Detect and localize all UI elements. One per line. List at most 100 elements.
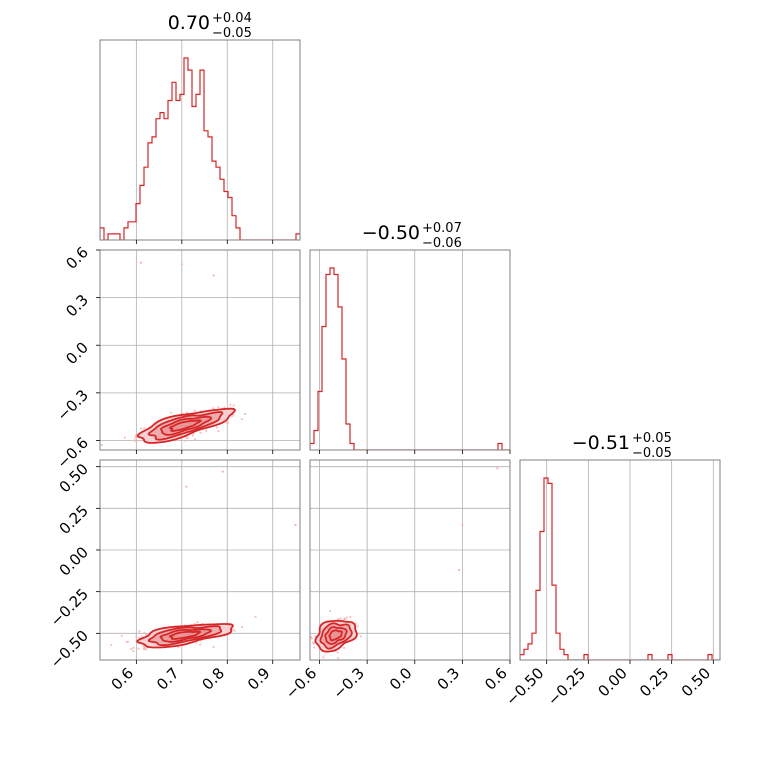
- sample-point: [143, 647, 146, 650]
- sample-point: [240, 625, 244, 629]
- x-tick-label: −0.25: [544, 664, 589, 709]
- sample-point: [205, 429, 208, 432]
- sample-point: [184, 439, 187, 442]
- axis-frame: [99, 459, 301, 661]
- sample-point: [198, 643, 202, 646]
- outlier-point: [185, 485, 188, 488]
- sample-point: [355, 622, 358, 625]
- histogram-title: −0.50 +0.07−0.06: [362, 221, 462, 251]
- sample-point: [345, 616, 348, 619]
- y-tick-label: −0.3: [54, 386, 92, 424]
- sample-point: [254, 615, 257, 618]
- y-tick-label: −0.25: [47, 585, 92, 630]
- sample-point: [145, 633, 148, 637]
- histogram-series-1: [310, 267, 510, 450]
- sample-point: [322, 656, 325, 659]
- y-tick-label: 0.3: [62, 291, 92, 321]
- sample-point: [123, 436, 127, 439]
- outlier-point: [180, 263, 183, 266]
- sample-point: [359, 635, 362, 638]
- sample-point: [134, 434, 137, 437]
- sample-point: [328, 609, 332, 613]
- sample-point: [138, 630, 141, 633]
- sample-point: [170, 411, 173, 414]
- x-tick-label: −0.50: [502, 664, 547, 709]
- histogram-panel-1: −0.50 +0.07−0.06: [309, 221, 511, 454]
- x-tick-label: 0.8: [199, 664, 229, 694]
- title-lower-error: −0.05: [632, 446, 672, 461]
- sample-point: [310, 635, 313, 638]
- x-tick-label: 0.9: [244, 664, 274, 694]
- y-tick-label: −0.50: [47, 627, 92, 672]
- histogram-title: −0.51 +0.05−0.05: [572, 431, 672, 461]
- confidence-contour: [168, 419, 202, 432]
- sample-point: [126, 640, 130, 644]
- sample-point: [215, 426, 218, 429]
- sample-point: [132, 650, 135, 653]
- sample-point: [339, 617, 342, 620]
- scatter-panel-1-2: −0.6 −0.3 0.0 0.3 0.6: [282, 459, 511, 703]
- x-tick-label: 0.6: [108, 664, 138, 694]
- x-tick-label: 0.3: [434, 664, 464, 694]
- sample-point: [138, 636, 141, 639]
- sample-point: [231, 415, 234, 418]
- sample-point: [244, 412, 247, 416]
- scatter-panel-0-1: −0.6−0.30.00.30.6: [54, 243, 301, 472]
- sample-point: [336, 656, 340, 660]
- density-plot: [109, 470, 297, 653]
- histogram-panel-0: 0.70 +0.04−0.05: [99, 11, 301, 244]
- outlier-point: [458, 568, 461, 572]
- sample-point: [227, 421, 230, 424]
- sample-point: [342, 646, 346, 649]
- x-tick-label: 0.50: [678, 664, 714, 700]
- sample-point: [307, 640, 309, 642]
- axis-frame: [99, 39, 301, 241]
- title-value: 0.70: [168, 12, 210, 34]
- x-tick-label: −0.3: [329, 664, 367, 702]
- density-plot: [307, 467, 499, 660]
- sample-point: [120, 634, 123, 638]
- sample-point: [135, 635, 138, 638]
- sample-point: [356, 625, 359, 628]
- histogram-panel-2: −0.50−0.25 0.00 0.25 0.50 −0.51 +0.05−0.05: [502, 431, 721, 709]
- x-tick-label: 0.7: [153, 664, 183, 694]
- axis-frame: [519, 459, 721, 661]
- outlier-point: [294, 523, 297, 527]
- sample-point: [142, 644, 145, 647]
- confidence-contour: [169, 630, 202, 640]
- sample-point: [232, 404, 235, 407]
- outlier-point: [461, 523, 464, 527]
- histogram-title: 0.70 +0.04−0.05: [168, 11, 252, 41]
- sample-point: [232, 628, 235, 631]
- sample-point: [223, 406, 226, 409]
- y-tick-label: 0.25: [56, 502, 92, 538]
- axis-frame: [309, 459, 511, 661]
- sample-point: [130, 647, 133, 651]
- y-tick-label: 0.00: [56, 543, 92, 579]
- sample-point: [311, 641, 314, 644]
- sample-point: [186, 437, 189, 440]
- outlier-point: [496, 467, 499, 470]
- histogram-series-0: [100, 57, 300, 240]
- title-value: −0.50: [362, 222, 420, 244]
- x-tick-label: −0.6: [282, 664, 320, 702]
- sample-point: [141, 635, 144, 638]
- x-tick-label: 0.25: [636, 664, 672, 700]
- sample-point: [240, 417, 243, 421]
- axis-frame: [99, 249, 301, 451]
- x-tick-label: 0.0: [386, 664, 416, 694]
- x-tick-label: 0.00: [594, 664, 630, 700]
- title-value: −0.51: [572, 432, 630, 454]
- sample-point: [191, 434, 194, 437]
- sample-point: [199, 431, 202, 435]
- sample-point: [196, 621, 199, 624]
- outlier-point: [139, 261, 143, 264]
- sample-point: [137, 647, 140, 650]
- title-upper-error: +0.07: [422, 221, 462, 236]
- confidence-contour: [328, 629, 343, 642]
- sample-point: [313, 646, 316, 649]
- y-tick-label: 0.6: [62, 243, 92, 273]
- sample-point: [139, 427, 143, 430]
- sample-point: [336, 651, 339, 654]
